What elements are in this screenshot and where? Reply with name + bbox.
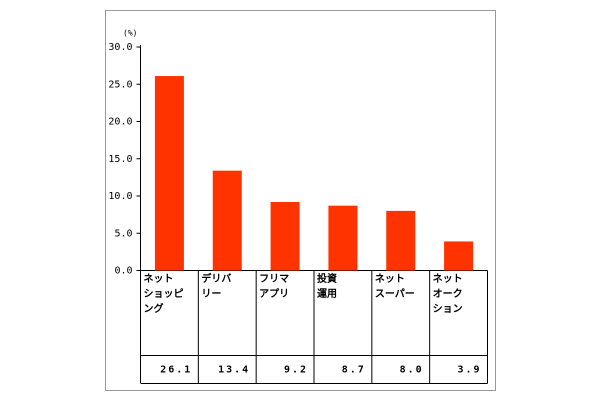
category-cell: ネット ショッピ ング — [143, 273, 184, 315]
y-tick-label: 15.0 — [108, 154, 132, 165]
value-label: 13.4 — [218, 365, 250, 376]
bar — [444, 241, 474, 271]
category-cell: ネット スーパー — [374, 273, 415, 300]
y-axis-label: (%) — [123, 29, 137, 38]
x-tick-label: デリバ リー — [201, 273, 232, 300]
y-tick-label: 20.0 — [108, 117, 132, 128]
category-cell: フリマ アプリ — [259, 273, 290, 300]
value-label: 8.7 — [342, 365, 366, 376]
value-label: 8.0 — [400, 365, 424, 376]
bar — [212, 170, 242, 271]
y-tick-label: 10.0 — [108, 191, 132, 202]
value-label: 9.2 — [284, 365, 308, 376]
x-tick-label: ネット オーク ション — [432, 273, 463, 315]
bar — [270, 201, 300, 271]
bar — [328, 205, 358, 271]
y-tick-label: 30.0 — [108, 42, 132, 53]
chart-frame — [105, 10, 496, 391]
value-label: 3.9 — [457, 365, 481, 376]
x-tick-label: ネット スーパー — [374, 273, 415, 300]
y-tick-label: 25.0 — [108, 79, 132, 90]
bar — [154, 76, 184, 271]
value-label: 26.1 — [160, 365, 192, 376]
y-tick-label: 0.0 — [114, 266, 132, 277]
category-cell: デリバ リー — [201, 273, 232, 300]
y-tick-label: 5.0 — [114, 228, 132, 239]
x-tick-label: フリマ アプリ — [259, 273, 290, 300]
category-cell: 投資 運用 — [317, 273, 337, 300]
x-tick-label: ネット ショッピ ング — [143, 273, 184, 315]
x-tick-label: 投資 運用 — [317, 273, 337, 300]
bar — [386, 210, 416, 271]
category-cell: ネット オーク ション — [432, 273, 463, 315]
